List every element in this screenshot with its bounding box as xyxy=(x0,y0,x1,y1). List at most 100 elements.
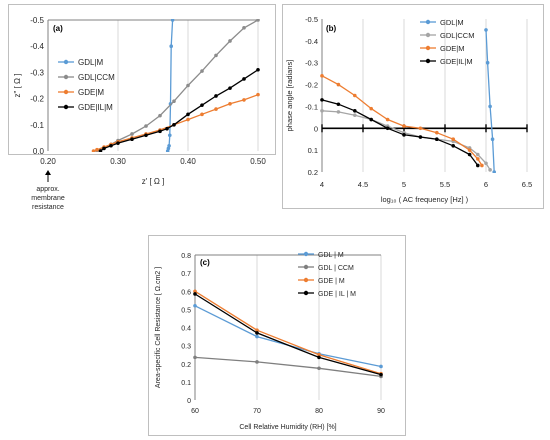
data-point-gdl-ccm xyxy=(255,360,259,364)
data-point-gdl-m xyxy=(170,19,175,22)
data-point-gde-il-m xyxy=(130,137,134,142)
data-point-gdl-m xyxy=(169,44,173,48)
legend-marker-gde-il-m xyxy=(63,104,69,110)
data-point-gde-il-m xyxy=(320,98,324,102)
series-line-gde-il-m xyxy=(321,99,479,166)
y-tick-label: 0.1 xyxy=(308,146,318,155)
panel-label: (a) xyxy=(53,24,63,33)
data-point-gde-m xyxy=(336,82,341,87)
data-point-gde-il-m xyxy=(336,102,341,107)
x-tick-label: 0.40 xyxy=(180,157,196,166)
y-tick-label: -0.3 xyxy=(30,68,44,77)
data-point-gde-il-m xyxy=(255,331,259,335)
y-tick-label: -0.4 xyxy=(305,37,318,46)
panel-c-frame xyxy=(148,235,406,436)
x-tick-label: 6.5 xyxy=(522,180,532,189)
annotation-text: membrane xyxy=(31,195,65,202)
legend-label-gde-il-m: GDE | IL | M xyxy=(318,291,356,298)
y-tick-label: -0.2 xyxy=(305,81,318,90)
panel-b: 4 4.5 5 5.5 6 6.5 -0.5 -0.4 -0.3 -0.2 -0.1 0 0.1 0.2 l… xyxy=(282,4,544,210)
legend-label-gde-m: GDE|M xyxy=(78,88,104,97)
y-tick-label: -0.5 xyxy=(305,15,318,24)
data-point-gdl-m xyxy=(484,28,488,32)
data-point-gde-m xyxy=(435,130,439,135)
data-point-gde-m xyxy=(320,74,324,78)
legend-label-gdl-m: GDL|M xyxy=(78,58,104,67)
data-point-gde-m xyxy=(476,157,480,161)
data-point-gde-il-m xyxy=(193,292,197,296)
legend-label-gde-il-m: GDE|IL|M xyxy=(78,103,113,112)
y-tick-label: 0.3 xyxy=(181,344,191,351)
series-line-gdl-ccm xyxy=(321,110,491,171)
x-tick-label: 0.50 xyxy=(250,157,266,166)
y-axis-title: z" [ Ω ] xyxy=(13,74,22,98)
legend-label-gdl-ccm: GDL | CCM xyxy=(318,265,354,272)
series-line-gdl-m xyxy=(485,29,495,173)
data-point-gdl-ccm xyxy=(484,161,488,166)
x-axis-title: log₁₀ ( AC frequency [Hz] ) xyxy=(381,195,469,204)
panel-b-frame xyxy=(282,4,544,209)
data-point-gde-m xyxy=(385,117,390,122)
plot-area xyxy=(193,289,383,379)
panel-a: 0.20 0.30 0.40 0.50 -0.5 -0.4 -0.3 -0.2 -0.1 0.0 z… xyxy=(8,4,276,214)
data-point-gde-il-m xyxy=(172,123,176,127)
data-point-gde-il-m xyxy=(116,141,120,145)
data-point-gdl-ccm xyxy=(488,168,492,172)
series-line-gde-il-m xyxy=(100,69,259,152)
data-point-gde-m xyxy=(91,149,96,152)
y-axis-title: phase angle [radians] xyxy=(285,60,294,132)
data-point-gdl-m xyxy=(168,133,172,138)
legend-label-gde-il-m: GDE|IL|M xyxy=(440,57,473,66)
data-point-gdl-m xyxy=(485,60,490,65)
x-tick-label: 0.30 xyxy=(110,157,126,166)
data-point-gde-il-m xyxy=(109,143,113,148)
data-point-gdl-m xyxy=(379,364,383,369)
panel-c: 60 70 80 90 0 0.1 0.2 0.3 0.4 0.5 0.6 0.7 0.8 Cell Re… xyxy=(148,235,406,437)
legend-label-gdl-m: GDL | M xyxy=(318,252,344,259)
y-tick-label: 0.4 xyxy=(181,326,191,333)
data-point-gdl-m xyxy=(492,170,496,173)
data-point-gde-m xyxy=(186,117,190,122)
panel-label: (c) xyxy=(200,258,210,267)
data-point-gde-il-m xyxy=(385,126,390,131)
panel-a-frame xyxy=(8,4,276,155)
x-tick-label: 4 xyxy=(320,180,324,189)
data-point-gdl-ccm xyxy=(320,109,324,113)
data-point-gdl-ccm xyxy=(336,110,341,114)
annotation-text: approx. xyxy=(36,186,59,193)
y-tick-label: 0.1 xyxy=(181,380,191,387)
data-point-gde-il-m xyxy=(214,94,218,98)
x-tick-label: 6 xyxy=(484,180,488,189)
series-line-gdl-ccm xyxy=(194,356,382,378)
data-point-gdl-ccm xyxy=(158,113,162,118)
data-point-gde-m xyxy=(418,126,423,131)
legend-marker-gde-m xyxy=(303,277,309,283)
y-tick-label: 0.2 xyxy=(308,168,318,177)
membrane-arrow-head xyxy=(45,170,51,175)
data-point-gde-il-m xyxy=(256,67,260,72)
annotation-text: resistance xyxy=(32,204,64,211)
data-point-gde-il-m xyxy=(102,146,106,151)
y-tick-label: 0.2 xyxy=(181,362,191,369)
data-point-gdl-ccm xyxy=(242,26,246,30)
panel-label: (b) xyxy=(326,24,337,33)
x-tick-label: 80 xyxy=(315,408,323,415)
data-point-gde-il-m xyxy=(369,117,373,122)
legend-label-gde-m: GDE|M xyxy=(440,44,464,53)
data-point-gde-il-m xyxy=(242,77,246,81)
legend-label-gdl-ccm: GDL|CCM xyxy=(78,73,115,82)
x-tick-label: 90 xyxy=(377,408,385,415)
y-tick-label: -0.1 xyxy=(30,121,44,130)
y-tick-label: -0.2 xyxy=(30,95,44,104)
data-point-gde-il-m xyxy=(186,112,190,117)
series-line-gde-il-m xyxy=(194,293,382,376)
data-point-gde-il-m xyxy=(228,86,232,90)
data-point-gdl-ccm xyxy=(256,19,260,22)
data-point-gdl-m xyxy=(488,104,492,109)
series-line-gde-m xyxy=(194,290,382,375)
y-tick-label: -0.3 xyxy=(305,59,318,68)
legend-marker-gdl-ccm xyxy=(63,74,69,80)
y-tick-label: 0.6 xyxy=(181,289,191,296)
x-tick-label: 60 xyxy=(191,408,199,415)
chart-c: 60 70 80 90 0 0.1 0.2 0.3 0.4 0.5 0.6 0.7 0.8 Cell Re… xyxy=(148,235,406,436)
